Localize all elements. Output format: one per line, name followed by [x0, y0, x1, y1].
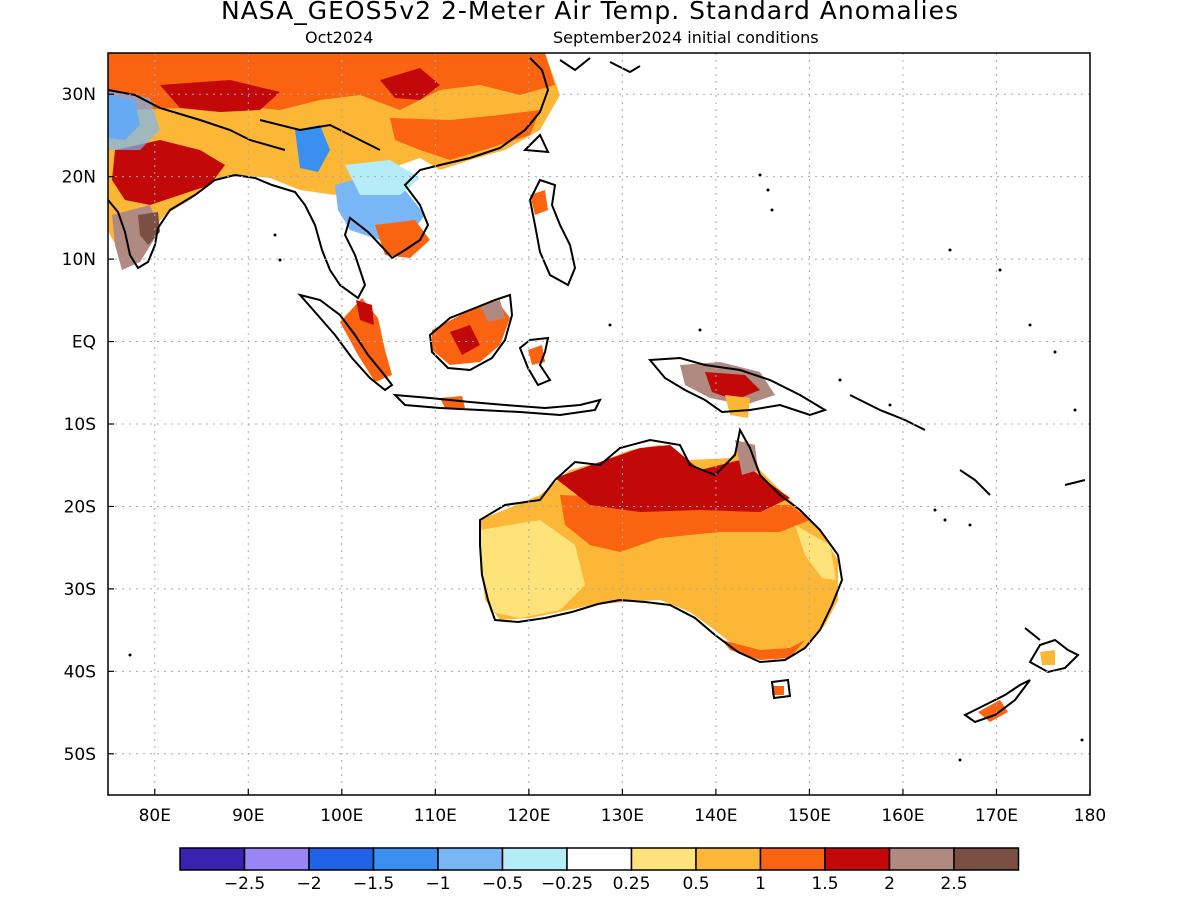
australia-northeast-brown [735, 440, 758, 475]
new-guinea-warm [725, 395, 750, 418]
colorbar-label: 0.5 [682, 874, 709, 894]
lat-tick-label: 10S [64, 415, 96, 435]
lat-tick-label: 30S [64, 580, 96, 600]
lat-tick-label: 10N [62, 250, 96, 270]
colorbar-label: −0.5 [482, 874, 523, 894]
sumatra-anomaly [340, 298, 392, 382]
australia-southeast-orange [722, 640, 805, 660]
colorbar-swatch [372, 847, 439, 871]
borneo-hot [450, 325, 480, 355]
lon-tick-label: 90E [232, 806, 264, 826]
colorbar: −2.5 −2 −1.5 −1 −0.5 −0.25 0.25 0.5 1 1.5 2 2.5 [179, 847, 1020, 894]
latitude-labels: 30N 20N 10N EQ 10S 20S 30S 40S 50S [62, 85, 96, 765]
colorbar-label: −1 [425, 874, 450, 894]
colorbar-label: 1.5 [811, 874, 838, 894]
lat-tick-label: 30N [62, 85, 96, 105]
map-title: NASA_GEOS5v2 2-Meter Air Temp. Standard … [221, 0, 959, 25]
lat-tick-label: 20S [64, 497, 96, 517]
australia-north-hot [555, 445, 790, 512]
tibet-hot [160, 80, 280, 112]
lon-tick-label: 160E [881, 806, 924, 826]
australia-west-pale [480, 520, 585, 618]
colorbar-label: 2.5 [940, 874, 967, 894]
vietnam-warm [375, 220, 430, 258]
coastlines [108, 57, 1086, 724]
colorbar-label: −1.5 [353, 874, 394, 894]
lat-tick-label: EQ [72, 333, 96, 353]
colorbar-swatch [308, 847, 375, 871]
nz-north-anomaly [1040, 650, 1055, 665]
colorbar-swatch [243, 847, 310, 871]
forecast-month: Oct2024 [305, 28, 374, 47]
myanmar-cold [295, 125, 330, 172]
lat-tick-label: 40S [64, 662, 96, 682]
colorbar-label: −2.5 [224, 874, 265, 894]
axis-ticks [108, 93, 1091, 795]
colorbar-swatch [179, 847, 246, 871]
colorbar-swatch [953, 847, 1020, 871]
tasmania-anomaly [772, 686, 784, 695]
lon-tick-label: 110E [414, 806, 457, 826]
sumatra-hot [356, 300, 374, 325]
colorbar-label: 2 [884, 874, 895, 894]
philippines-anomaly [530, 190, 548, 215]
sulawesi-anomaly [528, 345, 545, 365]
indochina-pale [345, 160, 420, 195]
initial-conditions: September2024 initial conditions [553, 28, 819, 47]
colorbar-label: 0.25 [613, 874, 651, 894]
lon-tick-label: 150E [788, 806, 831, 826]
nz-south-anomaly [978, 700, 1008, 722]
colorbar-swatch [437, 847, 504, 871]
lon-tick-label: 140E [694, 806, 737, 826]
gridlines [108, 53, 1090, 795]
longitude-labels: 80E 90E 100E 110E 120E 130E 140E 150E 160E 170E 18… [139, 806, 1107, 826]
islands [128, 173, 1084, 762]
map-area [108, 53, 1086, 762]
china-south-warm [390, 110, 540, 160]
india-west-cool [108, 90, 160, 150]
india-hot-band [112, 140, 225, 205]
colorbar-swatch [566, 847, 633, 871]
colorbar-label: −2 [296, 874, 321, 894]
colorbar-swatch [695, 847, 762, 871]
lon-tick-label: 100E [320, 806, 363, 826]
lat-tick-label: 20N [62, 168, 96, 188]
colorbar-swatch [501, 847, 568, 871]
colorbar-swatch [630, 847, 697, 871]
borneo-brown [480, 300, 505, 322]
colorbar-swatch [888, 847, 955, 871]
new-guinea-hot [705, 372, 760, 400]
australia-east-pale [795, 525, 836, 580]
lon-tick-label: 80E [139, 806, 171, 826]
lat-tick-label: 50S [64, 745, 96, 765]
lon-tick-label: 120E [507, 806, 550, 826]
colorbar-swatch [759, 847, 826, 871]
china-hot-1 [380, 68, 440, 100]
colorbar-swatch [824, 847, 891, 871]
colorbar-label: −0.25 [541, 874, 593, 894]
lon-tick-label: 180 [1074, 806, 1106, 826]
lon-tick-label: 130E [601, 806, 644, 826]
colorbar-label: 1 [755, 874, 766, 894]
lon-tick-label: 170E [975, 806, 1018, 826]
